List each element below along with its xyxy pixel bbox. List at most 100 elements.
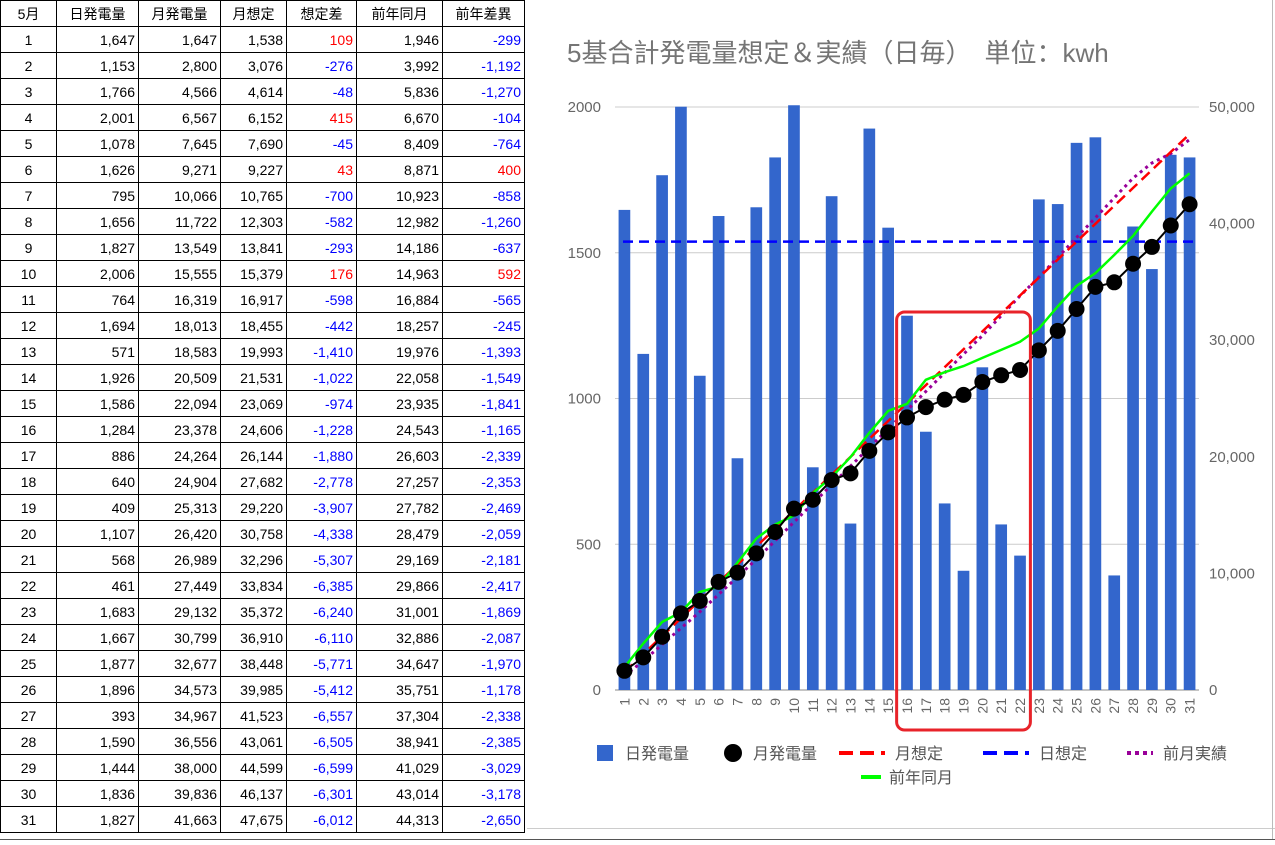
table-cell: 3,992 [356,52,443,79]
table-cell: 23,069 [220,390,287,417]
table-cell: -598 [286,286,357,313]
table-cell: 18,455 [220,312,287,339]
table-row: 31 1,827 41,663 47,675 -6,012 44,313 -2,650 [0,806,525,833]
table-cell: 34,647 [356,650,443,677]
table-cell: 13 [0,338,57,365]
table-cell: 29,132 [138,598,221,625]
table-cell: 14,186 [356,234,443,261]
table-cell: 16,319 [138,286,221,313]
table-cell: -3,029 [442,754,525,781]
table-cell: 1,284 [56,416,139,443]
table-cell: 30,799 [138,624,221,651]
left-axis-tick-label: 500 [576,536,601,553]
table-cell: 1,836 [56,780,139,807]
bar [1146,269,1158,690]
x-axis-tick-label: 5 [692,698,708,706]
bar [806,467,819,690]
table-cell: 1,667 [56,624,139,651]
table-row: 26 1,896 34,573 39,985 -5,412 35,751 -1,178 [0,676,525,703]
table-cell: 2 [0,52,57,79]
table-cell: 22,094 [138,390,221,417]
table-cell: 39,836 [138,780,221,807]
table-cell: -1,270 [442,78,525,105]
data-point [955,386,972,403]
data-table-container: 5月 日発電量 月発電量 月想定 想定差 前年同月 前年差異 1 1,647 1,647 1,53… [0,0,525,833]
table-cell: 1,626 [56,156,139,183]
table-cell: 1,766 [56,78,139,105]
x-axis-tick-label: 1 [616,698,632,706]
table-cell: 36,910 [220,624,287,651]
table-cell: -1,165 [442,416,525,443]
table-cell: 6,567 [138,104,221,131]
x-axis-tick-label: 31 [1182,698,1198,714]
table-cell: 2,001 [56,104,139,131]
table-cell: -6,301 [286,780,357,807]
left-axis-tick-label: 1000 [568,391,601,408]
x-axis-tick-label: 10 [786,698,802,714]
table-cell: 44,313 [356,806,443,833]
table-cell: -1,410 [286,338,357,365]
bar [901,315,913,690]
table-cell: 1,683 [56,598,139,625]
table-cell: 19,976 [356,338,443,365]
data-point [729,564,746,581]
table-cell: 41,029 [356,754,443,781]
table-cell: 409 [56,494,139,521]
table-cell: 568 [56,546,139,573]
table-cell: 1 [0,26,57,53]
table-cell: 10 [0,260,57,287]
bar [957,570,970,690]
table-cell: 43,061 [220,728,287,755]
right-axis-tick-label: 20,000 [1209,449,1255,466]
table-cell: 30,758 [220,520,287,547]
table-cell: 18 [0,468,57,495]
table-cell: 20 [0,520,57,547]
table-cell: 26,603 [356,442,443,469]
table-cell: 16,917 [220,286,287,313]
data-point [1181,196,1198,213]
table-cell: 18,583 [138,338,221,365]
table-cell: 1,946 [356,26,443,53]
chart-title: 5基合計発電量想定＆実績（日毎） 単位：kwh [567,38,1109,68]
data-point [936,391,953,408]
bar [919,431,932,690]
table-cell: -6,110 [286,624,357,651]
bar [825,196,838,690]
table-cell: 1,153 [56,52,139,79]
table-cell: -1,178 [442,676,525,703]
table-row: 20 1,107 26,420 30,758 -4,338 28,479 -2,059 [0,520,525,547]
table-cell: 38,448 [220,650,287,677]
table-cell: 5,836 [356,78,443,105]
sheet-bottom-border [0,839,1275,840]
table-row: 29 1,444 38,000 44,599 -6,599 41,029 -3,029 [0,754,525,781]
bar [675,106,687,691]
column-header: 月発電量 [138,0,221,27]
bar [1164,154,1177,690]
table-cell: 1,827 [56,806,139,833]
data-point [672,605,689,622]
data-point [842,465,859,482]
left-axis-tick-label: 0 [593,682,601,699]
table-row: 7 795 10,066 10,765 -700 10,923 -858 [0,182,525,209]
table-cell: 38,941 [356,728,443,755]
table-cell: -5,771 [286,650,357,677]
table-cell: 36,556 [138,728,221,755]
table-cell: 37,304 [356,702,443,729]
table-cell: 22,058 [356,364,443,391]
table-cell: 1,647 [56,26,139,53]
table-cell: -6,240 [286,598,357,625]
table-cell: 4,566 [138,78,221,105]
table-cell: 3,076 [220,52,287,79]
table-cell: 23 [0,598,57,625]
bar-series [618,105,1196,691]
table-cell: 20,509 [138,364,221,391]
table-cell: 21 [0,546,57,573]
table-cell: 15,555 [138,260,221,287]
bar [1127,226,1139,690]
right-axis-tick-label: 40,000 [1209,216,1255,233]
table-header-row: 5月 日発電量 月発電量 月想定 想定差 前年同月 前年差異 [0,0,525,27]
table-cell: 415 [286,104,357,131]
bar [863,128,876,691]
column-header: 5月 [0,0,57,27]
